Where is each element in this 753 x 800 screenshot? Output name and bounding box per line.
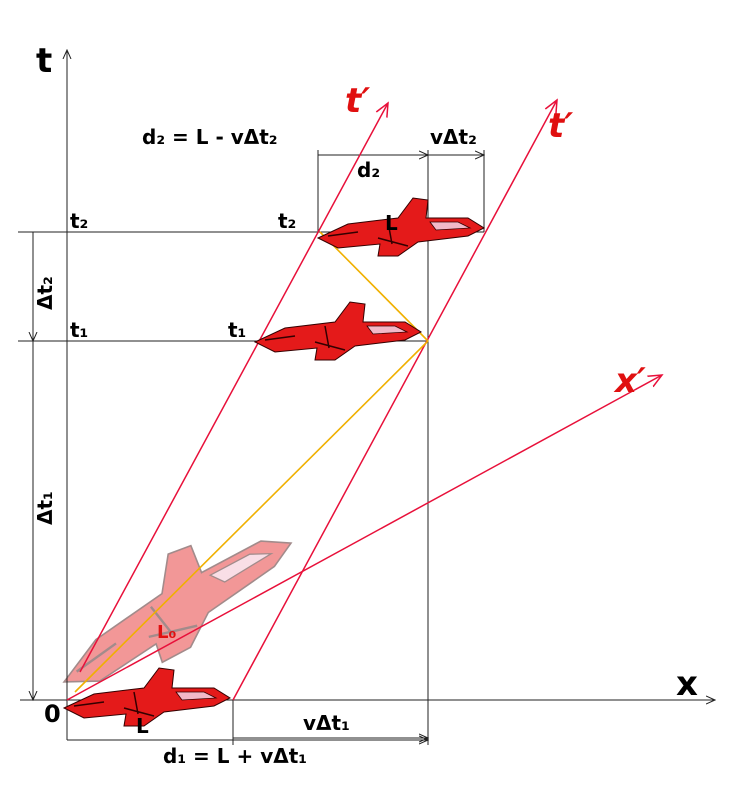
origin-label: 0 (44, 700, 61, 728)
time-label: t₂ (278, 209, 296, 233)
formula: d₂ = L - vΔt₂ (142, 125, 278, 149)
length-label: L (136, 714, 149, 738)
dimension-label: vΔt₂ (430, 125, 477, 149)
formula: d₁ = L + vΔt₁ (163, 744, 307, 768)
dimension-label: d₂ (357, 158, 380, 182)
guides (18, 50, 715, 745)
t-axis-label: t (36, 41, 52, 81)
t-prime-label: t′ (345, 81, 370, 121)
x-prime-label: x′ (613, 361, 646, 401)
time-label: t₁ (70, 318, 88, 342)
time-label: t₂ (70, 209, 88, 233)
dt-label: Δt₁ (33, 491, 57, 525)
dimension-label: vΔt₁ (303, 711, 350, 735)
time-label: t₁ (228, 318, 246, 342)
dt-label: Δt₂ (33, 276, 57, 310)
rest-length-label: L₀ (157, 622, 176, 643)
t-prime-label: t′ (548, 106, 573, 146)
length-label: L (385, 211, 398, 235)
x-axis-label: x (676, 664, 698, 704)
